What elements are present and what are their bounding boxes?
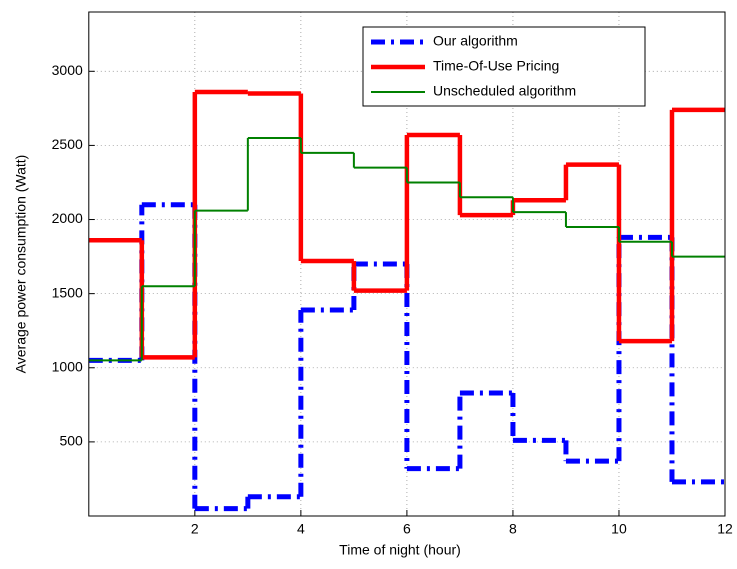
series (88, 137, 725, 362)
y-tick-label: 1000 (52, 358, 83, 374)
y-tick-label: 2000 (52, 210, 83, 226)
legend-label: Unscheduled algorithm (433, 83, 576, 99)
x-tick-label: 12 (717, 521, 733, 537)
x-tick-label: 4 (297, 521, 305, 537)
y-axis-label: Average power consumption (Watt) (13, 155, 29, 374)
y-tick-label: 500 (59, 433, 83, 449)
x-tick-label: 10 (611, 521, 627, 537)
y-tick-label: 2500 (52, 136, 83, 152)
x-tick-label: 2 (191, 521, 199, 537)
x-tick-label: 8 (509, 521, 517, 537)
y-tick-label: 1500 (52, 284, 83, 300)
legend-label: Our algorithm (433, 33, 518, 49)
legend-label: Time-Of-Use Pricing (433, 58, 559, 74)
plot-frame (88, 11, 726, 517)
x-tick-label: 6 (403, 521, 411, 537)
y-tick-label: 3000 (52, 62, 83, 78)
x-axis-label: Time of night (hour) (339, 542, 461, 558)
